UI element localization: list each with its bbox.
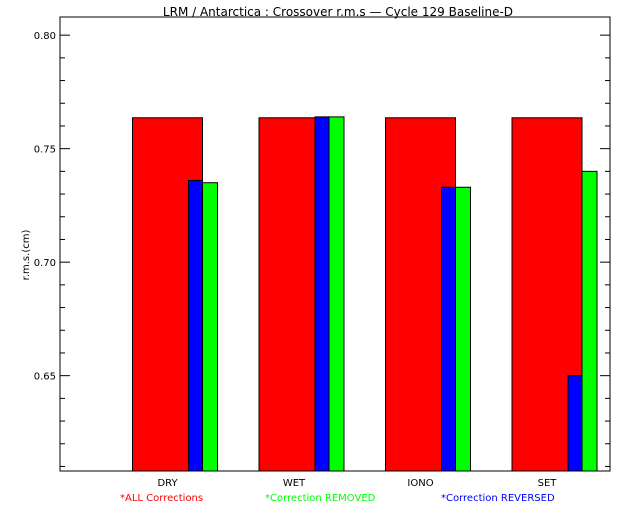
bar-dry-correction-removed — [202, 182, 218, 472]
x-tick-label-dry: DRY — [157, 478, 178, 489]
bars-group — [132, 116, 598, 472]
y-axis-label: r.m.s.(cm) — [21, 230, 32, 281]
bar-wet-correction-removed — [328, 116, 345, 472]
x-tick-label-set: SET — [538, 478, 558, 489]
legend-entry: *Correction REMOVED — [265, 493, 376, 504]
y-tick-label: 0.65 — [34, 372, 56, 383]
bar-dry-correction-reversed — [188, 179, 203, 472]
x-tick-labels: DRY WET IONO SET — [157, 478, 557, 489]
legend-entry: *ALL Corrections — [120, 493, 203, 504]
axis-ticks: 0.65 0.70 0.75 0.80 — [34, 31, 610, 467]
plot-frame — [59, 16, 611, 472]
bar-iono-correction-removed — [455, 186, 471, 472]
bar-iono-correction-reversed — [441, 186, 456, 472]
y-tick-label: 0.80 — [34, 31, 56, 42]
y-tick-label: 0.75 — [34, 145, 56, 156]
bar-set-correction-removed — [581, 170, 598, 472]
legend: *ALL Corrections *Correction REMOVED *Corr… — [120, 493, 555, 504]
x-tick-label-iono: IONO — [407, 478, 433, 489]
legend-entry: *Correction REVERSED — [441, 493, 555, 504]
x-tick-label-wet: WET — [283, 478, 306, 489]
chart-title: LRM / Antarctica : Crossover r.m.s — Cyc… — [163, 5, 513, 19]
bar-wet-correction-reversed — [314, 116, 330, 472]
bar-set-correction-reversed — [567, 375, 583, 472]
y-tick-label: 0.70 — [34, 258, 56, 269]
